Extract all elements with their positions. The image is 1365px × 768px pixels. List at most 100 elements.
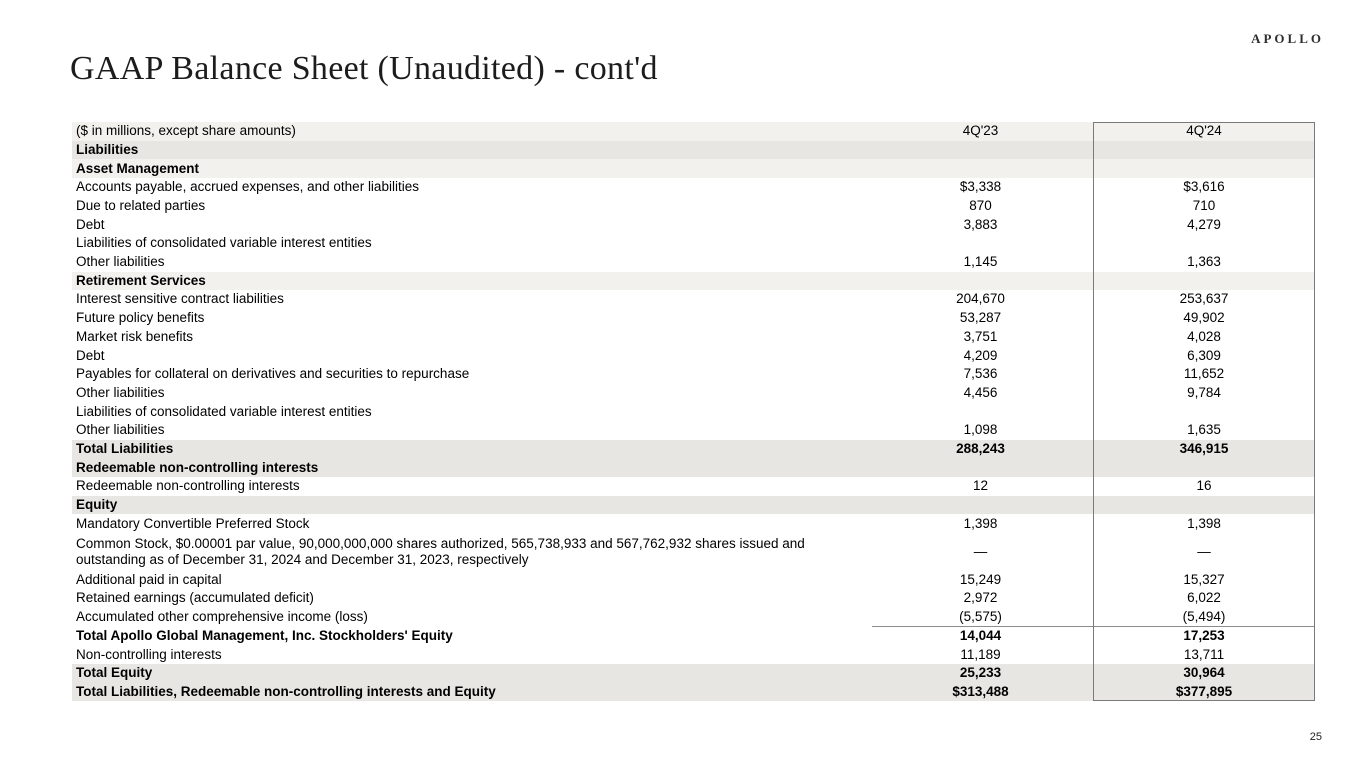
table-row: Other liabilities 1,145 1,363 [72, 253, 1315, 272]
table-row: Due to related parties 870 710 [72, 197, 1315, 216]
value-4q23: — [973, 543, 988, 559]
row-label: Redeemable non-controlling interests [76, 459, 319, 475]
value-4q23: 14,044 [959, 627, 1002, 643]
value-4q24: 13,711 [1183, 646, 1225, 662]
row-label: Total Liabilities, Redeemable non-contro… [76, 683, 496, 699]
value-4q23: 870 [969, 198, 992, 213]
table-row: Non-controlling interests 11,189 13,711 [72, 645, 1315, 664]
value-4q23: 1,098 [963, 422, 998, 438]
table-row: Future policy benefits 53,287 49,902 [72, 309, 1315, 328]
table-row: Redeemable non-controlling interests [72, 458, 1315, 478]
table-row: Liabilities [72, 140, 1315, 160]
value-4q23: 3,883 [963, 216, 998, 232]
table-row: Interest sensitive contract liabilities 2… [72, 290, 1315, 309]
row-label: Liabilities of consolidated variable int… [76, 235, 372, 251]
row-label: Future policy benefits [76, 310, 205, 326]
page-number: 25 [1309, 731, 1322, 743]
value-4q24: 17,253 [1183, 627, 1225, 643]
value-4q23: 15,249 [959, 571, 1002, 587]
value-4q24: 1,635 [1187, 422, 1221, 438]
value-4q23: $313,488 [952, 683, 1009, 699]
row-label: Accounts payable, accrued expenses, and … [76, 179, 419, 195]
value-4q24: 710 [1192, 198, 1216, 213]
table-row: Additional paid in capital 15,249 15,327 [72, 571, 1315, 590]
value-4q24: 4,279 [1187, 216, 1221, 232]
value-4q23: 11,189 [960, 646, 1001, 662]
balance-sheet-table: ($ in millions, except share amounts) 4Q… [72, 122, 1315, 702]
value-4q24: 1,363 [1187, 254, 1221, 270]
table-row: Asset Management [72, 159, 1315, 179]
table-row: Mandatory Convertible Preferred Stock 1,3… [72, 514, 1315, 533]
value-4q23: 25,233 [959, 665, 1002, 681]
value-4q23: 1,145 [963, 254, 998, 270]
table-body: Liabilities Asset Management Accounts paya… [72, 140, 1315, 702]
row-label: Debt [76, 216, 105, 232]
value-4q24: 15,327 [1183, 571, 1225, 587]
table-row: Market risk benefits 3,751 4,028 [72, 328, 1315, 347]
value-4q24: — [1197, 543, 1211, 559]
value-4q23: 2,972 [963, 590, 998, 606]
value-4q24: 11,652 [1183, 366, 1225, 382]
row-label: Other liabilities [76, 422, 165, 438]
value-4q24: 49,902 [1183, 310, 1225, 326]
table-row: Redeemable non-controlling interests 12 16 [72, 477, 1315, 496]
row-label: Total Equity [76, 665, 153, 681]
row-label: Due to related parties [76, 198, 206, 213]
row-label: Equity [76, 497, 118, 512]
row-label: Accumulated other comprehensive income (… [76, 609, 368, 625]
value-4q23: 204,670 [956, 291, 1005, 307]
table-row: Retirement Services [72, 271, 1315, 291]
row-label: Additional paid in capital [76, 571, 222, 587]
column-header-4q23: 4Q'23 [962, 123, 999, 139]
value-4q24: 4,028 [1187, 328, 1221, 344]
row-label: Payables for collateral on derivatives a… [76, 366, 470, 382]
value-4q23: $3,338 [959, 179, 1002, 195]
value-4q24: (5,494) [1182, 609, 1226, 625]
table-row: Other liabilities 4,456 9,784 [72, 384, 1315, 403]
value-4q24: 30,964 [1183, 665, 1225, 681]
table-row: Liabilities of consolidated variable int… [72, 234, 1315, 253]
row-label: Other liabilities [76, 254, 165, 270]
row-label: Liabilities [76, 141, 139, 157]
row-label: Total Apollo Global Management, Inc. Sto… [76, 627, 453, 643]
table-row: Other liabilities 1,098 1,635 [72, 421, 1315, 440]
table-header-row: ($ in millions, except share amounts) 4Q… [72, 122, 1315, 141]
row-label: Retained earnings (accumulated deficit) [76, 590, 314, 606]
table-row: Debt 3,883 4,279 [72, 215, 1315, 234]
row-label: Other liabilities [76, 384, 165, 400]
value-4q24: $377,895 [1175, 683, 1233, 699]
table-units-caption: ($ in millions, except share amounts) [76, 123, 296, 139]
row-label: Interest sensitive contract liabilities [76, 291, 284, 307]
value-4q23: 288,243 [956, 440, 1005, 456]
value-4q23: 53,287 [959, 310, 1002, 326]
table-row: Payables for collateral on derivatives a… [72, 365, 1315, 384]
value-4q23: 4,456 [963, 384, 998, 400]
row-label: Total Liabilities [76, 440, 174, 456]
row-label: Mandatory Convertible Preferred Stock [76, 515, 310, 531]
page-title: GAAP Balance Sheet (Unaudited) - cont'd [70, 50, 658, 87]
table-row: Retained earnings (accumulated deficit) 2… [72, 589, 1315, 608]
value-4q24: 6,022 [1187, 590, 1221, 606]
table-row: Liabilities of consolidated variable int… [72, 402, 1315, 421]
value-4q24: $3,616 [1183, 179, 1225, 195]
value-4q24: 346,915 [1179, 440, 1229, 456]
table-row: Total Apollo Global Management, Inc. Sto… [72, 625, 1315, 646]
row-label: Retirement Services [76, 272, 206, 288]
table-row: Debt 4,209 6,309 [72, 346, 1315, 365]
value-4q24: 16 [1196, 478, 1212, 494]
column-header-4q24: 4Q'24 [1186, 123, 1222, 139]
row-label: Non-controlling interests [76, 646, 222, 662]
value-4q24: 6,309 [1187, 347, 1221, 363]
value-4q23: (5,575) [959, 609, 1002, 625]
value-4q23: 7,536 [963, 366, 998, 382]
table-row: Total Equity 25,233 30,964 [72, 663, 1315, 683]
value-4q23: 1,398 [963, 515, 998, 531]
table-row: Total Liabilities 288,243 346,915 [72, 439, 1315, 459]
value-4q23: 12 [972, 478, 989, 494]
row-label: Liabilities of consolidated variable int… [76, 403, 372, 419]
row-label: Common Stock, $0.00001 par value, 90,000… [76, 535, 805, 567]
apollo-logo: APOLLO [1251, 31, 1324, 46]
row-label: Asset Management [76, 160, 200, 176]
table-row: Accounts payable, accrued expenses, and … [72, 178, 1315, 197]
row-label: Market risk benefits [76, 328, 194, 344]
